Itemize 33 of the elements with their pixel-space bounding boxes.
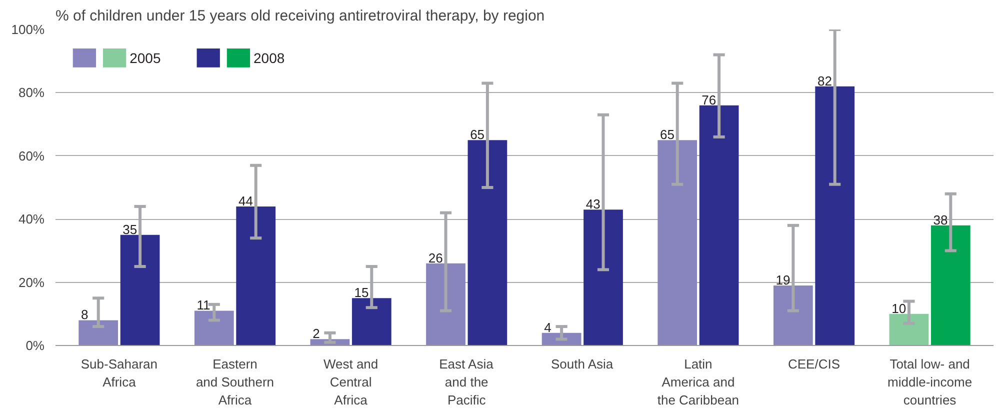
data-label: 10	[892, 300, 906, 316]
data-label: 35	[122, 222, 138, 237]
data-label: 4	[544, 320, 552, 335]
data-label: 11	[196, 298, 210, 313]
data-label: 76	[702, 92, 716, 108]
y-tick-label: 0%	[26, 338, 45, 353]
data-label: 2	[312, 326, 320, 342]
x-tick-label: West and Central Africa	[323, 356, 378, 408]
data-label: 65	[470, 127, 485, 142]
data-label: 43	[586, 196, 600, 212]
y-tick-label: 40%	[18, 212, 45, 227]
legend-label: 2008	[254, 50, 285, 66]
x-tick-label: East Asia and the Pacific	[439, 356, 494, 408]
chart-title: % of children under 15 years old receiving antiretroviral therapy, by region	[56, 8, 545, 24]
data-label: 8	[80, 307, 88, 322]
x-tick-label: Latin America and the Caribbean	[657, 356, 740, 408]
data-label: 15	[354, 285, 369, 300]
x-tick-label: Sub-Saharan Africa	[80, 356, 158, 390]
y-tick-label: 80%	[18, 85, 45, 100]
data-label: 19	[776, 272, 790, 288]
x-tick-label: Eastern and Southern Africa	[196, 356, 274, 408]
data-label: 44	[238, 193, 253, 208]
data-label: 82	[817, 73, 832, 88]
data-label: 38	[933, 212, 948, 228]
data-label: 26	[428, 250, 443, 266]
legend-label: 2005	[130, 50, 161, 66]
y-tick-label: 20%	[18, 274, 45, 290]
x-tick-label: CEE/CIS	[788, 356, 840, 372]
x-tick-label: South Asia	[550, 356, 614, 372]
data-label: 65	[660, 127, 674, 142]
x-tick-label: Total low- and middle-income countries	[888, 356, 972, 408]
y-tick-label: 60%	[18, 148, 45, 164]
y-tick-label: 100%	[11, 22, 45, 37]
